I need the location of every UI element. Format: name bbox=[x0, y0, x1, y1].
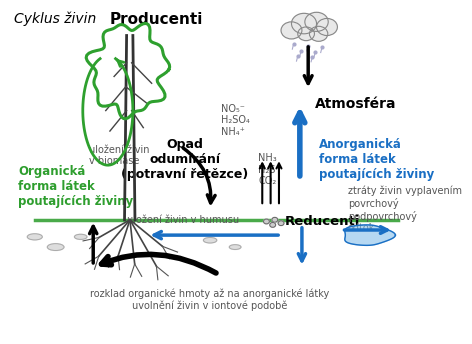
Ellipse shape bbox=[47, 244, 64, 250]
Circle shape bbox=[263, 219, 270, 224]
Polygon shape bbox=[345, 225, 396, 245]
FancyArrowPatch shape bbox=[304, 47, 312, 84]
Text: ztráty živin vyplavením
povrchový
podpovrchový
odtok: ztráty živin vyplavením povrchový podpov… bbox=[348, 186, 462, 233]
Circle shape bbox=[292, 13, 317, 34]
FancyArrowPatch shape bbox=[268, 163, 273, 203]
Text: Producenti: Producenti bbox=[109, 12, 202, 26]
Ellipse shape bbox=[27, 234, 42, 240]
FancyArrowPatch shape bbox=[154, 232, 278, 239]
FancyArrowPatch shape bbox=[277, 163, 281, 203]
Circle shape bbox=[272, 217, 278, 222]
Text: NH₃
H₂S
CO₂: NH₃ H₂S CO₂ bbox=[258, 153, 277, 186]
Circle shape bbox=[317, 19, 337, 35]
Text: Cyklus živin: Cyklus živin bbox=[14, 12, 96, 26]
FancyArrowPatch shape bbox=[183, 148, 215, 203]
Circle shape bbox=[310, 26, 328, 41]
Circle shape bbox=[281, 22, 302, 39]
Circle shape bbox=[278, 221, 284, 226]
FancyArrowPatch shape bbox=[260, 163, 265, 203]
Circle shape bbox=[298, 27, 314, 41]
Text: NO₅⁻
H₂SO₄
NH₄⁺: NO₅⁻ H₂SO₄ NH₄⁺ bbox=[220, 104, 249, 137]
Text: Organická
forma látek
poutajících živiny: Organická forma látek poutajících živiny bbox=[18, 165, 133, 208]
Ellipse shape bbox=[203, 237, 217, 243]
Ellipse shape bbox=[75, 234, 87, 239]
Circle shape bbox=[305, 12, 328, 31]
Text: Reducenti: Reducenti bbox=[285, 215, 361, 228]
Text: Opad
odumírání
(potravní řetězce): Opad odumírání (potravní řetězce) bbox=[121, 138, 249, 181]
Text: Anorganická
forma látek
poutajících živiny: Anorganická forma látek poutajících živi… bbox=[319, 138, 434, 181]
FancyArrowPatch shape bbox=[90, 226, 97, 263]
Text: uložení živin
v biomase: uložení živin v biomase bbox=[89, 145, 150, 166]
Ellipse shape bbox=[229, 245, 241, 249]
Text: rozklad organické hmoty až na anorganické látky
uvolnění živin v iontové podobě: rozklad organické hmoty až na anorganick… bbox=[91, 288, 330, 311]
Text: Atmosféra: Atmosféra bbox=[314, 97, 396, 111]
FancyArrowPatch shape bbox=[298, 228, 305, 261]
Circle shape bbox=[270, 223, 276, 227]
Text: uložení živin v humusu: uložení živin v humusu bbox=[126, 215, 239, 225]
FancyArrowPatch shape bbox=[345, 227, 387, 233]
FancyArrowPatch shape bbox=[295, 113, 305, 176]
FancyArrowPatch shape bbox=[101, 254, 216, 273]
FancyArrowPatch shape bbox=[117, 60, 124, 66]
